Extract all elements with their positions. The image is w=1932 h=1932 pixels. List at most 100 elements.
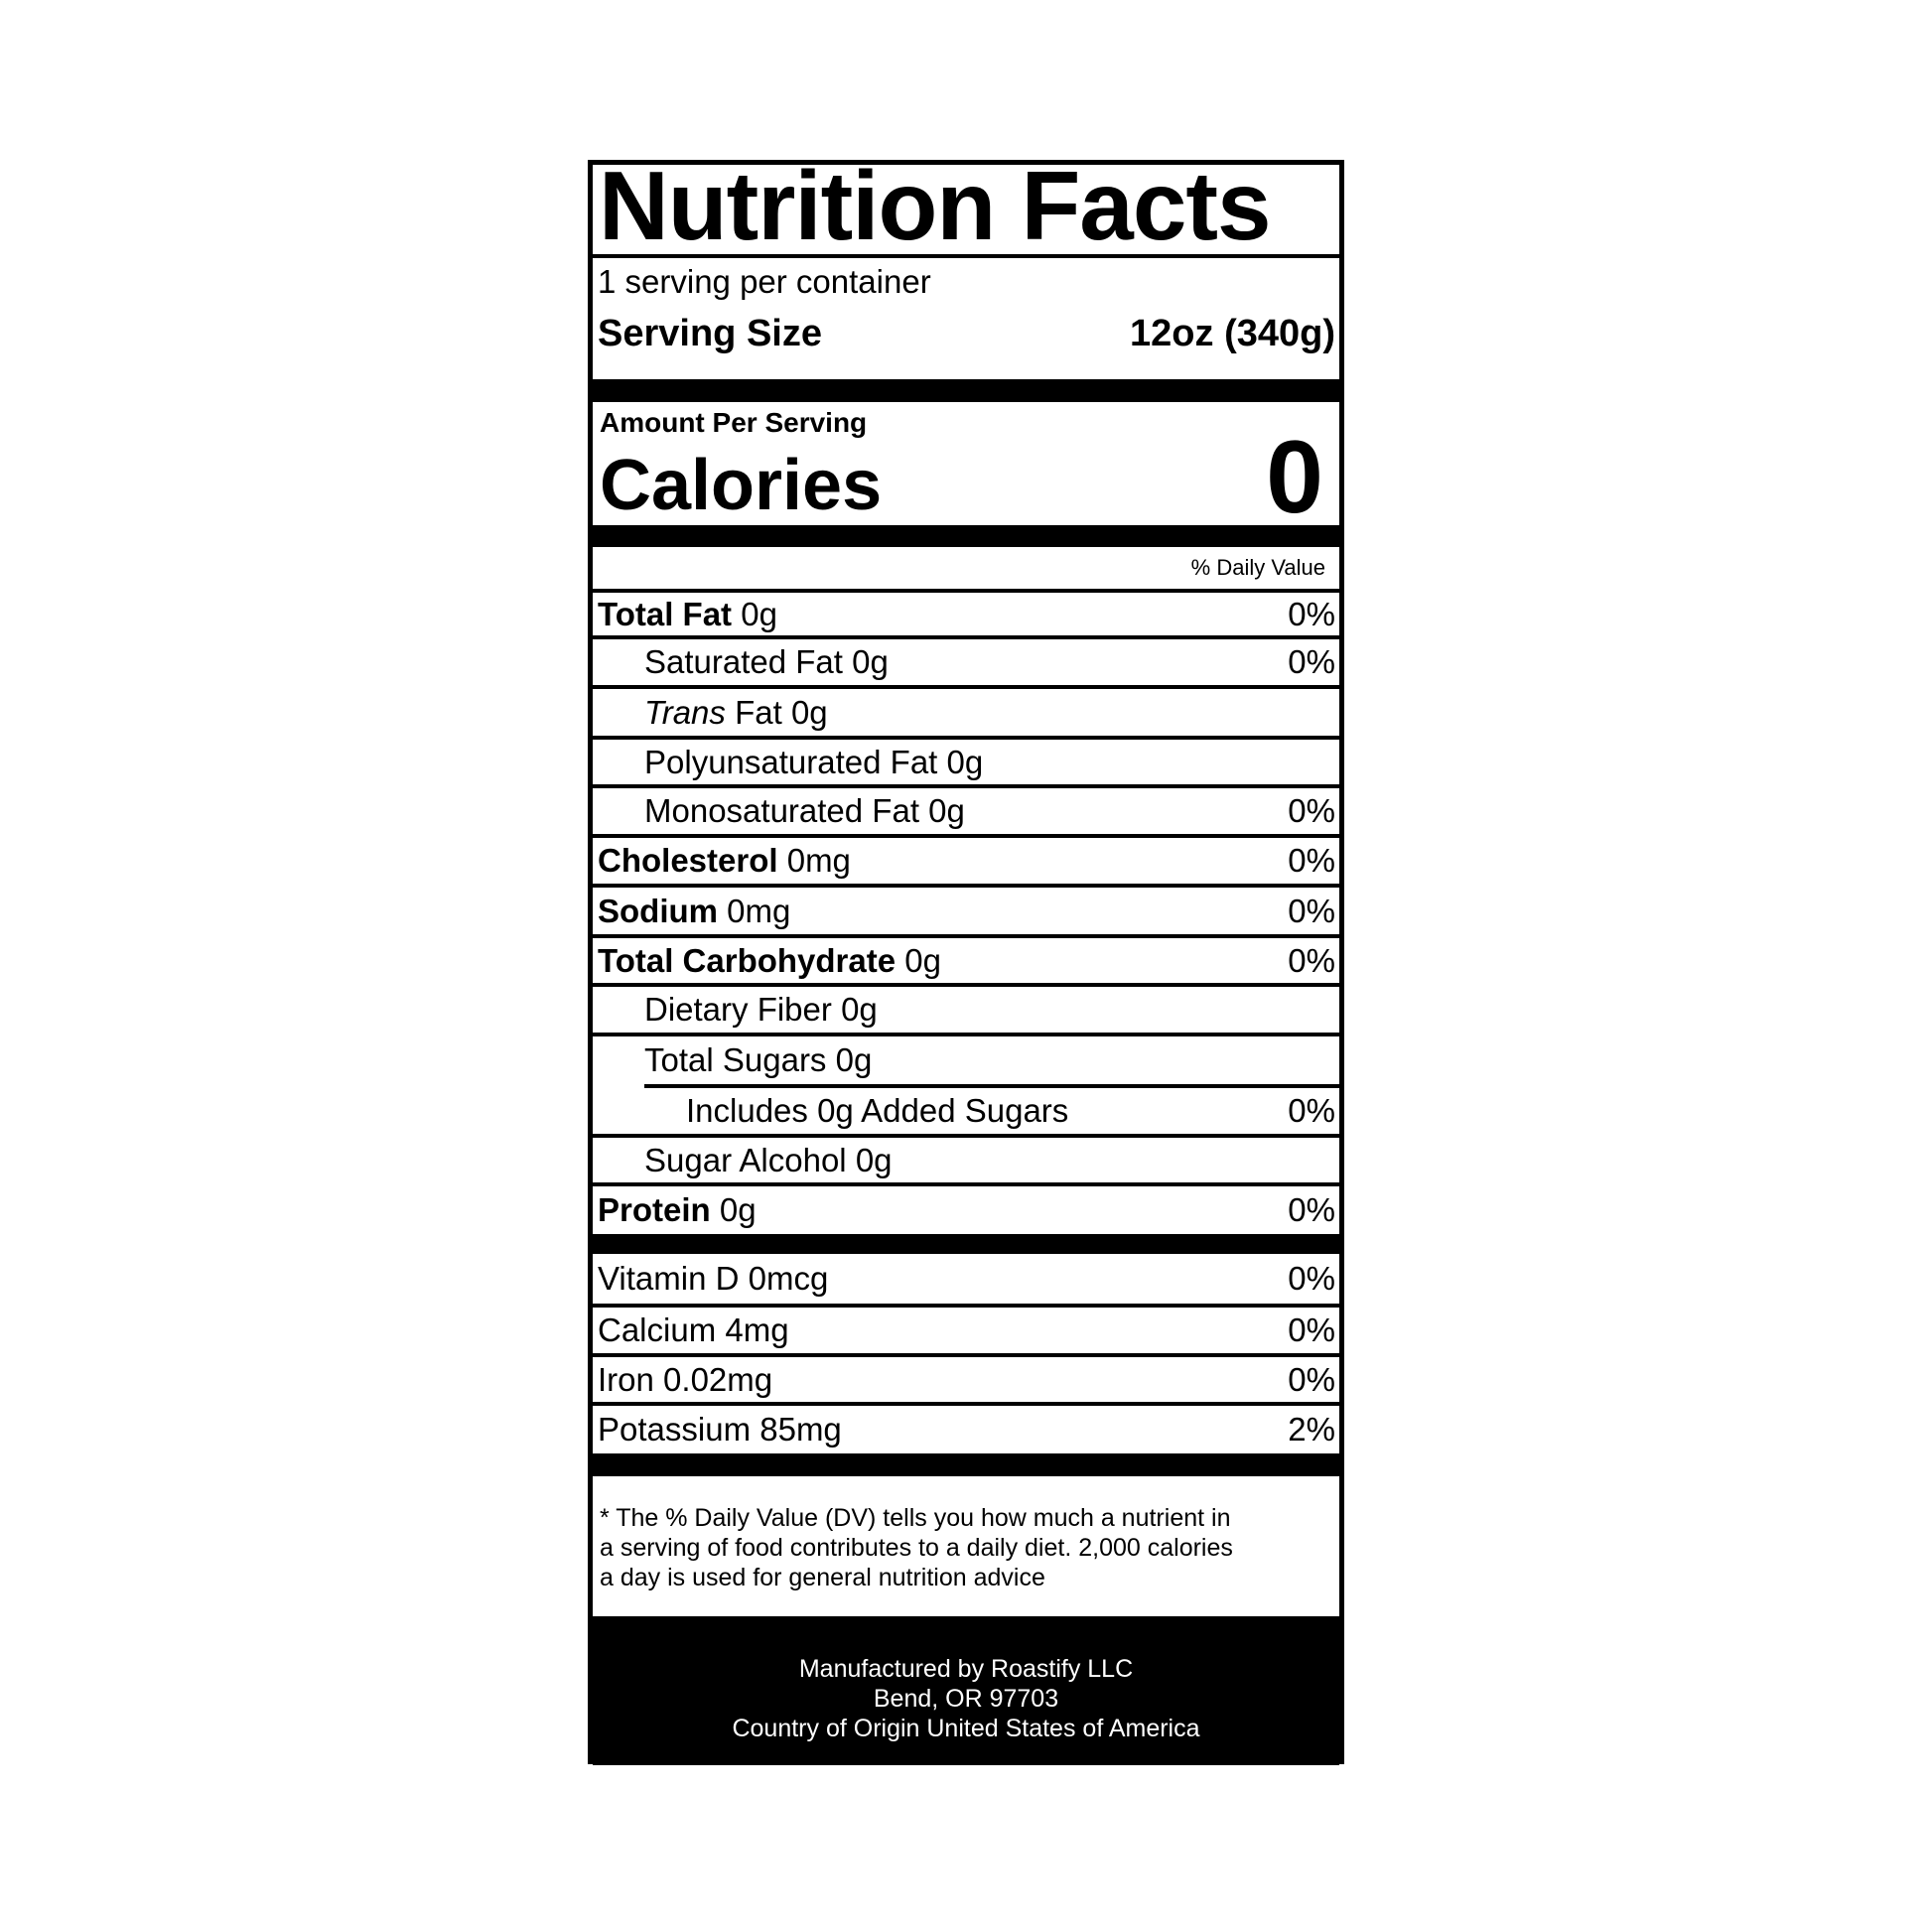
nutrient-label: Sugar Alcohol 0g — [644, 1142, 893, 1179]
nutrient-name: Monosaturated Fat — [644, 792, 919, 829]
nutrient-name: Vitamin D — [598, 1260, 740, 1297]
daily-value-percent: 0% — [1288, 1360, 1335, 1398]
nutrient-name: Cholesterol — [598, 842, 778, 879]
nutrient-label: Calcium 4mg — [598, 1311, 789, 1349]
daily-value-percent: 0% — [1288, 1092, 1335, 1129]
nutrient-name: Protein — [598, 1191, 711, 1228]
nutrient-row: Total Sugars 0g — [593, 1036, 1339, 1084]
nutrient-label: Dietary Fiber 0g — [644, 991, 878, 1029]
divider — [593, 589, 1339, 593]
nutrient-label: Potassium 85mg — [598, 1411, 842, 1449]
nutrient-row: Total Fat 0g 0% — [593, 593, 1339, 635]
vitamin-row: Calcium 4mg 0% — [593, 1308, 1339, 1353]
divider — [593, 884, 1339, 888]
nutrient-name: Total Fat — [598, 595, 733, 632]
daily-value-percent: 0% — [1288, 792, 1335, 829]
daily-value-header: % Daily Value — [593, 547, 1339, 589]
nutrient-row: Sodium 0mg 0% — [593, 888, 1339, 934]
footnote-line: a day is used for general nutrition advi… — [600, 1564, 1045, 1591]
nutrient-amount: 0.02mg — [663, 1360, 773, 1398]
vitamin-row: Vitamin D 0mcg 0% — [593, 1254, 1339, 1304]
daily-value-percent: 0% — [1288, 1311, 1335, 1348]
nutrient-row: Protein 0g 0% — [593, 1186, 1339, 1234]
divider — [593, 1402, 1339, 1406]
nutrient-label: Total Fat 0g — [598, 596, 777, 633]
nutrient-amount: 0g — [790, 693, 828, 731]
daily-value-percent: 0% — [1288, 1260, 1335, 1297]
footnote-line: * The % Daily Value (DV) tells you how m… — [600, 1504, 1231, 1532]
manufacturer-address: Bend, OR 97703 — [873, 1685, 1059, 1713]
nutrient-label: Cholesterol 0mg — [598, 842, 851, 880]
daily-value-header-text: % Daily Value — [1190, 555, 1325, 580]
divider — [593, 1304, 1339, 1308]
nutrient-label: Iron 0.02mg — [598, 1361, 772, 1399]
nutrient-name-italic: Trans — [644, 693, 726, 731]
divider — [644, 1084, 1339, 1088]
nutrient-label: Saturated Fat 0g — [644, 643, 889, 681]
nutrient-row: Includes 0g Added Sugars 0% — [593, 1088, 1339, 1134]
divider — [593, 635, 1339, 639]
daily-value-percent: 0% — [1288, 643, 1335, 680]
nutrient-label: Total Carbohydrate 0g — [598, 942, 941, 980]
servings-text: 1 serving per container — [598, 263, 931, 300]
nutrient-amount: 0mcg — [748, 1260, 829, 1297]
nutrient-row: Trans Fat 0g — [593, 689, 1339, 736]
footnote-line: a serving of food contributes to a daily… — [600, 1534, 1233, 1562]
nutrient-label: Protein 0g — [598, 1191, 757, 1229]
nutrient-name: Calcium — [598, 1311, 717, 1348]
divider — [593, 736, 1339, 740]
nutrient-row: Dietary Fiber 0g — [593, 987, 1339, 1033]
divider — [593, 1353, 1339, 1357]
nutrient-row: Polyunsaturated Fat 0g — [593, 740, 1339, 784]
vitamin-row: Potassium 85mg 2% — [593, 1406, 1339, 1453]
divider — [593, 1033, 1339, 1036]
nutrient-amount: 0mg — [727, 892, 791, 929]
nutrient-name: Iron — [598, 1360, 654, 1398]
nutrient-amount: 85mg — [759, 1411, 842, 1448]
vitamin-row: Iron 0.02mg 0% — [593, 1357, 1339, 1402]
nutrient-row: Saturated Fat 0g 0% — [593, 639, 1339, 685]
amount-per-serving: Amount Per Serving — [600, 407, 868, 438]
nutrient-amount: 0g — [928, 792, 965, 829]
nutrient-row: Cholesterol 0mg 0% — [593, 838, 1339, 884]
divider — [593, 685, 1339, 689]
nutrient-label: Monosaturated Fat 0g — [644, 792, 965, 830]
nutrient-label: Sodium 0mg — [598, 893, 790, 930]
nutrient-name: Sugar Alcohol — [644, 1141, 847, 1178]
nutrient-amount: 0g — [852, 643, 889, 680]
nutrient-amount: 0g — [719, 1191, 757, 1228]
thick-divider — [593, 379, 1339, 402]
nutrient-name: Includes 0g Added Sugars — [686, 1092, 1069, 1129]
nutrient-label: Total Sugars 0g — [644, 1041, 872, 1079]
divider — [593, 934, 1339, 938]
divider — [593, 834, 1339, 838]
daily-value-percent: 0% — [1288, 842, 1335, 879]
nutrient-amount: 0g — [841, 991, 878, 1028]
nutrient-amount: 4mg — [725, 1311, 789, 1348]
nutrient-name: Total Sugars — [644, 1041, 827, 1078]
nutrient-amount: 0g — [904, 941, 941, 979]
nutrient-name: Fat — [735, 693, 782, 731]
nutrient-label: Polyunsaturated Fat 0g — [644, 744, 983, 781]
thick-divider — [593, 525, 1339, 547]
nutrient-amount: 0g — [855, 1141, 893, 1178]
footnote: * The % Daily Value (DV) tells you how m… — [600, 1503, 1339, 1592]
daily-value-percent: 2% — [1288, 1411, 1335, 1448]
calories-label: Calories — [600, 446, 883, 525]
nutrient-amount: 0g — [741, 595, 777, 632]
daily-value-percent: 0% — [1288, 892, 1335, 929]
nutrient-amount: 0g — [835, 1041, 873, 1078]
manufacturer-block: Manufactured by Roastify LLC Bend, OR 97… — [593, 1616, 1339, 1765]
nutrient-name: Dietary Fiber — [644, 991, 832, 1028]
nutrient-name: Sodium — [598, 892, 718, 929]
nutrient-row: Sugar Alcohol 0g — [593, 1138, 1339, 1182]
nutrient-row: Total Carbohydrate 0g 0% — [593, 938, 1339, 983]
serving-size-label: Serving Size — [598, 312, 822, 354]
nutrient-name: Potassium — [598, 1411, 752, 1448]
nutrient-label: Includes 0g Added Sugars — [686, 1092, 1068, 1130]
divider — [593, 1182, 1339, 1186]
nutrient-amount: 0mg — [786, 842, 851, 879]
daily-value-percent: 0% — [1288, 941, 1335, 979]
country-of-origin: Country of Origin United States of Ameri… — [732, 1715, 1200, 1742]
label-title: Nutrition Facts — [599, 151, 1271, 260]
